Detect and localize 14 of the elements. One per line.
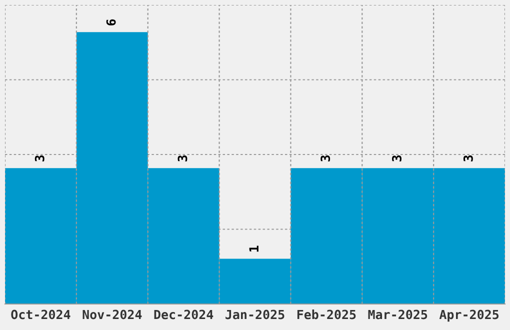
x-tick-label: Oct-2024 [11,310,70,320]
x-tick-label: Apr-2025 [439,310,499,322]
data-label: 3 [178,155,188,162]
data-label: 6 [106,19,116,26]
x-tick-label: Nov-2024 [82,310,142,320]
data-label: 3 [463,155,473,162]
data-label: 3 [320,155,330,162]
data-label: 1 [249,246,258,252]
x-tick-label: Dec-2024 [154,310,214,320]
data-label: 3 [34,155,44,162]
data-label: 3 [392,155,402,162]
x-tick-label: Mar-2025 [368,310,428,320]
x-tick-label: Jan-2025 [226,310,284,320]
x-tick-label: Feb-2025 [297,310,356,320]
